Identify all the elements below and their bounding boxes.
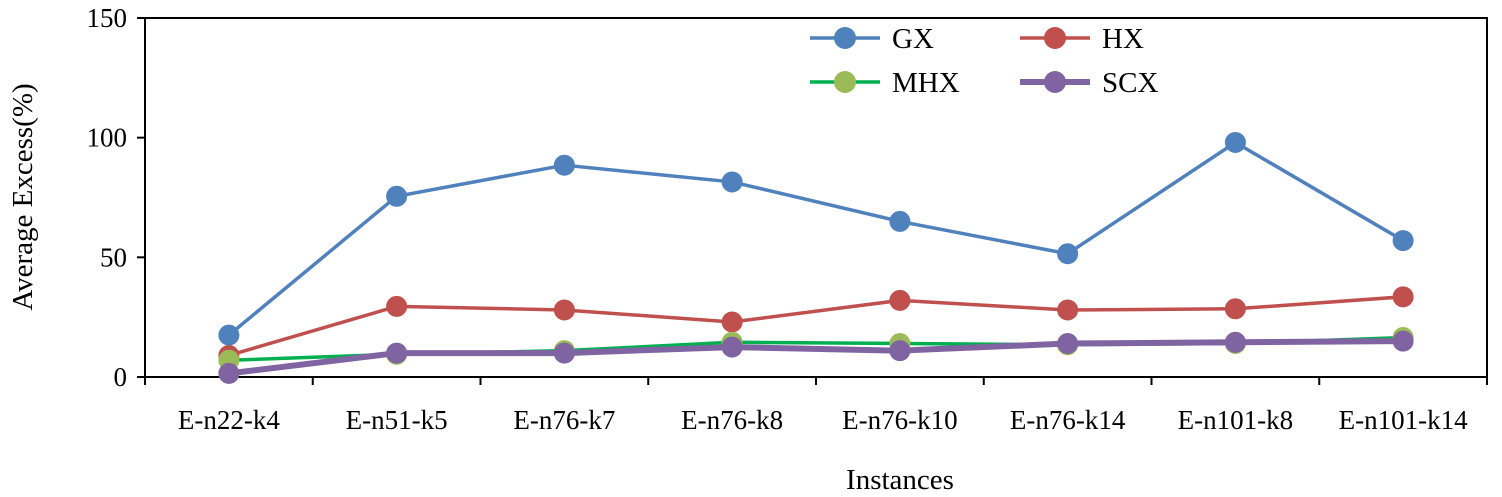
legend-label-scx: SCX [1102, 67, 1158, 99]
legend-marker-scx [1044, 71, 1066, 93]
plot-area [144, 17, 1488, 378]
series-scx [218, 330, 1414, 384]
x-tick-label: E-n22-k4 [178, 405, 280, 435]
data-point-gx [1057, 243, 1079, 265]
legend-item-mhx: MHX [810, 67, 960, 99]
data-point-hx [1392, 286, 1414, 308]
x-tick-label: E-n76-k8 [681, 405, 783, 435]
series-line-gx [227, 140, 1405, 337]
data-point-gx [1224, 131, 1246, 153]
data-point-scx [721, 336, 743, 358]
data-point-gx [553, 154, 575, 176]
y-tick-label: 150 [87, 3, 128, 33]
legend-marker-mhx [834, 71, 856, 93]
legend-label-hx: HX [1102, 23, 1144, 55]
y-axis-ticks: 0 50 100 150 [87, 3, 145, 392]
data-point-scx [1057, 332, 1079, 354]
x-tick-label: E-n76-k14 [1010, 405, 1126, 435]
data-point-gx [386, 185, 408, 207]
data-point-hx [553, 299, 575, 321]
data-point-scx [1224, 331, 1246, 353]
legend: GX HX MHX SCX [810, 23, 1158, 99]
y-tick-label: 0 [114, 362, 128, 392]
series-hx [218, 286, 1414, 366]
data-point-hx [721, 311, 743, 333]
legend-marker-gx [834, 27, 856, 49]
legend-item-gx: GX [810, 23, 934, 55]
data-point-scx [218, 362, 240, 384]
data-point-scx [553, 342, 575, 364]
x-tick-label: E-n76-k10 [842, 405, 957, 435]
y-tick-label: 100 [87, 123, 128, 153]
data-point-gx [218, 324, 240, 346]
x-axis-ticks: E-n22-k4 E-n51-k5 E-n76-k7 E-n76-k8 E-n76-k1… [144, 377, 1488, 435]
legend-label-mhx: MHX [892, 67, 960, 99]
y-tick-label: 50 [100, 242, 127, 272]
data-point-scx [386, 342, 408, 364]
legend-label-gx: GX [892, 23, 934, 55]
data-point-hx [889, 289, 911, 311]
data-point-hx [1057, 299, 1079, 321]
x-tick-label: E-n51-k5 [346, 405, 448, 435]
x-tick-label: E-n101-k8 [1178, 405, 1293, 435]
data-point-gx [721, 171, 743, 193]
series-gx [218, 131, 1414, 346]
series-line-scx [228, 338, 1404, 377]
legend-item-hx: HX [1020, 23, 1144, 55]
data-point-gx [1392, 230, 1414, 252]
data-point-hx [386, 295, 408, 317]
series-layer [218, 131, 1414, 384]
x-axis-title: Instances [846, 464, 954, 496]
legend-marker-hx [1044, 27, 1066, 49]
data-point-scx [1392, 330, 1414, 352]
data-point-gx [889, 210, 911, 232]
data-point-hx [1224, 298, 1246, 320]
x-tick-label: E-n101-k14 [1339, 405, 1468, 435]
legend-item-scx: SCX [1020, 67, 1158, 99]
series-line-hx [228, 295, 1404, 358]
x-tick-label: E-n76-k7 [513, 405, 615, 435]
y-axis-title: Average Excess(%) [7, 83, 39, 310]
data-point-scx [889, 340, 911, 362]
